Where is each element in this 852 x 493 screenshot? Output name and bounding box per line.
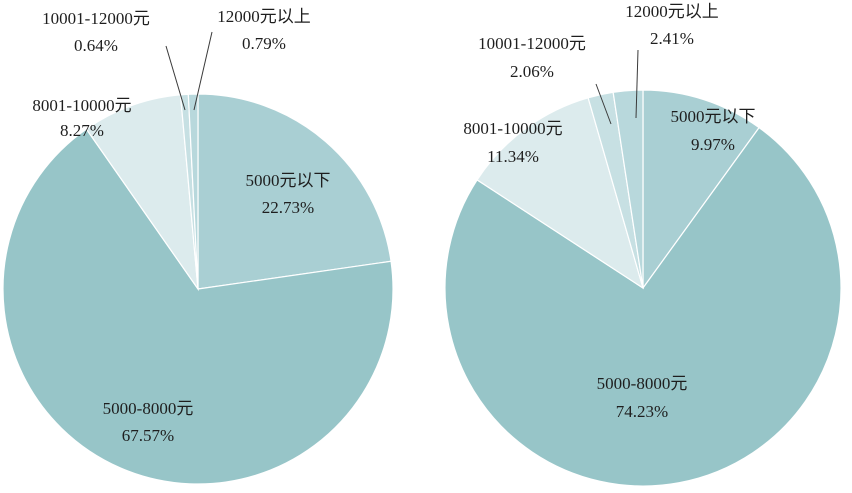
- label-left-over12000-category: 12000元以上: [217, 7, 311, 26]
- label-right-5000-8000-percent: 74.23%: [616, 402, 668, 421]
- pie-right-slice-over12000: [612, 89, 644, 289]
- pie-chart-right: [444, 89, 842, 487]
- label-left-8001-10000-percent: 8.27%: [60, 121, 104, 140]
- pie-left-slice-under5000: [197, 93, 392, 290]
- label-right-10001-12000-percent: 2.06%: [510, 62, 554, 81]
- label-right-5000-8000-category: 5000-8000元: [597, 374, 688, 393]
- label-right-under5000-percent: 9.97%: [691, 135, 735, 154]
- label-right-8001-10000-percent: 11.34%: [487, 147, 539, 166]
- label-left-5000-8000-category: 5000-8000元: [103, 399, 194, 418]
- pie-right-slice-under5000: [642, 89, 760, 290]
- label-left-over12000-percent: 0.79%: [242, 34, 286, 53]
- pie-right-labels: 5000元以下 9.97% 5000-8000元 74.23% 8001-100…: [463, 2, 755, 421]
- label-left-under5000-category: 5000元以下: [246, 171, 331, 190]
- leader-right-over12000: [635, 49, 639, 119]
- label-right-under5000-category: 5000元以下: [671, 107, 756, 126]
- label-right-10001-12000-category: 10001-12000元: [478, 34, 586, 53]
- label-left-under5000-percent: 22.73%: [262, 198, 314, 217]
- pie-left-labels: 5000元以下 22.73% 5000-8000元 67.57% 8001-10…: [32, 7, 330, 445]
- label-left-5000-8000-percent: 67.57%: [122, 426, 174, 445]
- label-right-8001-10000-category: 8001-10000元: [463, 119, 562, 138]
- label-left-10001-12000-percent: 0.64%: [74, 36, 118, 55]
- label-right-over12000-category: 12000元以上: [625, 2, 719, 21]
- leader-left-over12000: [193, 31, 213, 111]
- label-left-8001-10000-category: 8001-10000元: [32, 96, 131, 115]
- label-right-over12000-percent: 2.41%: [650, 29, 694, 48]
- leader-right-10001-12000: [595, 83, 612, 125]
- label-left-10001-12000-category: 10001-12000元: [42, 9, 150, 28]
- pie-chart-left: [2, 93, 394, 485]
- pie-left-slice-8001-10000: [85, 94, 199, 292]
- leader-left-10001-12000: [165, 45, 186, 111]
- pie-left-slice-5000-8000: [2, 128, 394, 485]
- pie-right-slice-5000-8000: [444, 126, 842, 487]
